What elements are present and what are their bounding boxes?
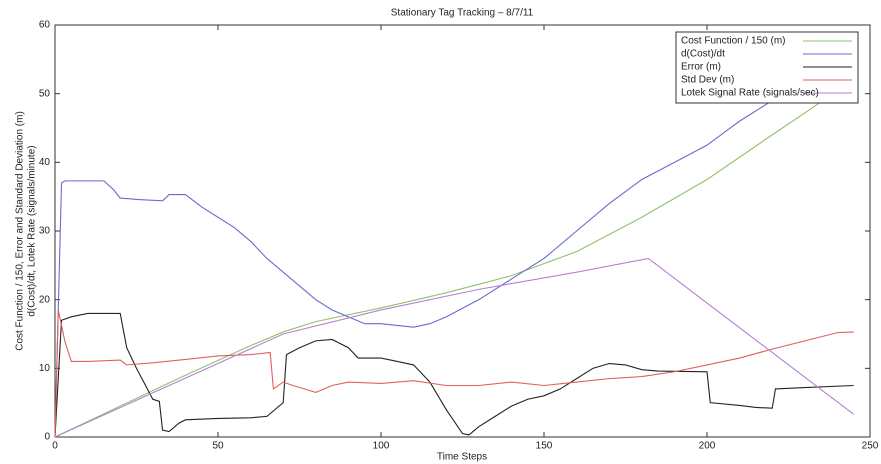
y-axis-label: Cost Function / 150, Error and Standard … [15, 111, 26, 351]
x-tick-label: 50 [212, 441, 224, 452]
x-tick-label: 200 [699, 441, 716, 452]
y-tick-label: 30 [39, 226, 51, 237]
series-line [54, 309, 854, 438]
chart-title: Stationary Tag Tracking – 8/7/11 [391, 8, 534, 19]
x-axis-label: Time Steps [437, 452, 487, 463]
y-tick-label: 20 [39, 294, 51, 305]
y-tick-label: 50 [39, 88, 51, 99]
series-line [54, 257, 855, 438]
series-line [54, 312, 854, 438]
y-tick-label: 0 [44, 432, 50, 443]
legend-label: Std Dev (m) [681, 75, 734, 86]
legend-label: Error (m) [681, 62, 721, 73]
y-tick-label: 10 [39, 363, 51, 374]
x-tick-label: 100 [373, 441, 390, 452]
series-line [54, 79, 806, 438]
x-tick-label: 0 [52, 441, 58, 452]
x-tick-label: 250 [862, 441, 879, 452]
legend-label: Lotek Signal Rate (signals/sec) [681, 88, 819, 99]
x-tick-label: 150 [536, 441, 553, 452]
legend-label: d(Cost)/dt [681, 49, 725, 60]
y-axis-label: d(Cost)/dt, Lotek Rate (signals/minute) [27, 145, 38, 316]
series-line [54, 79, 855, 438]
y-tick-label: 40 [39, 157, 51, 168]
y-tick-label: 60 [39, 20, 51, 31]
legend-label: Cost Function / 150 (m) [681, 36, 785, 47]
